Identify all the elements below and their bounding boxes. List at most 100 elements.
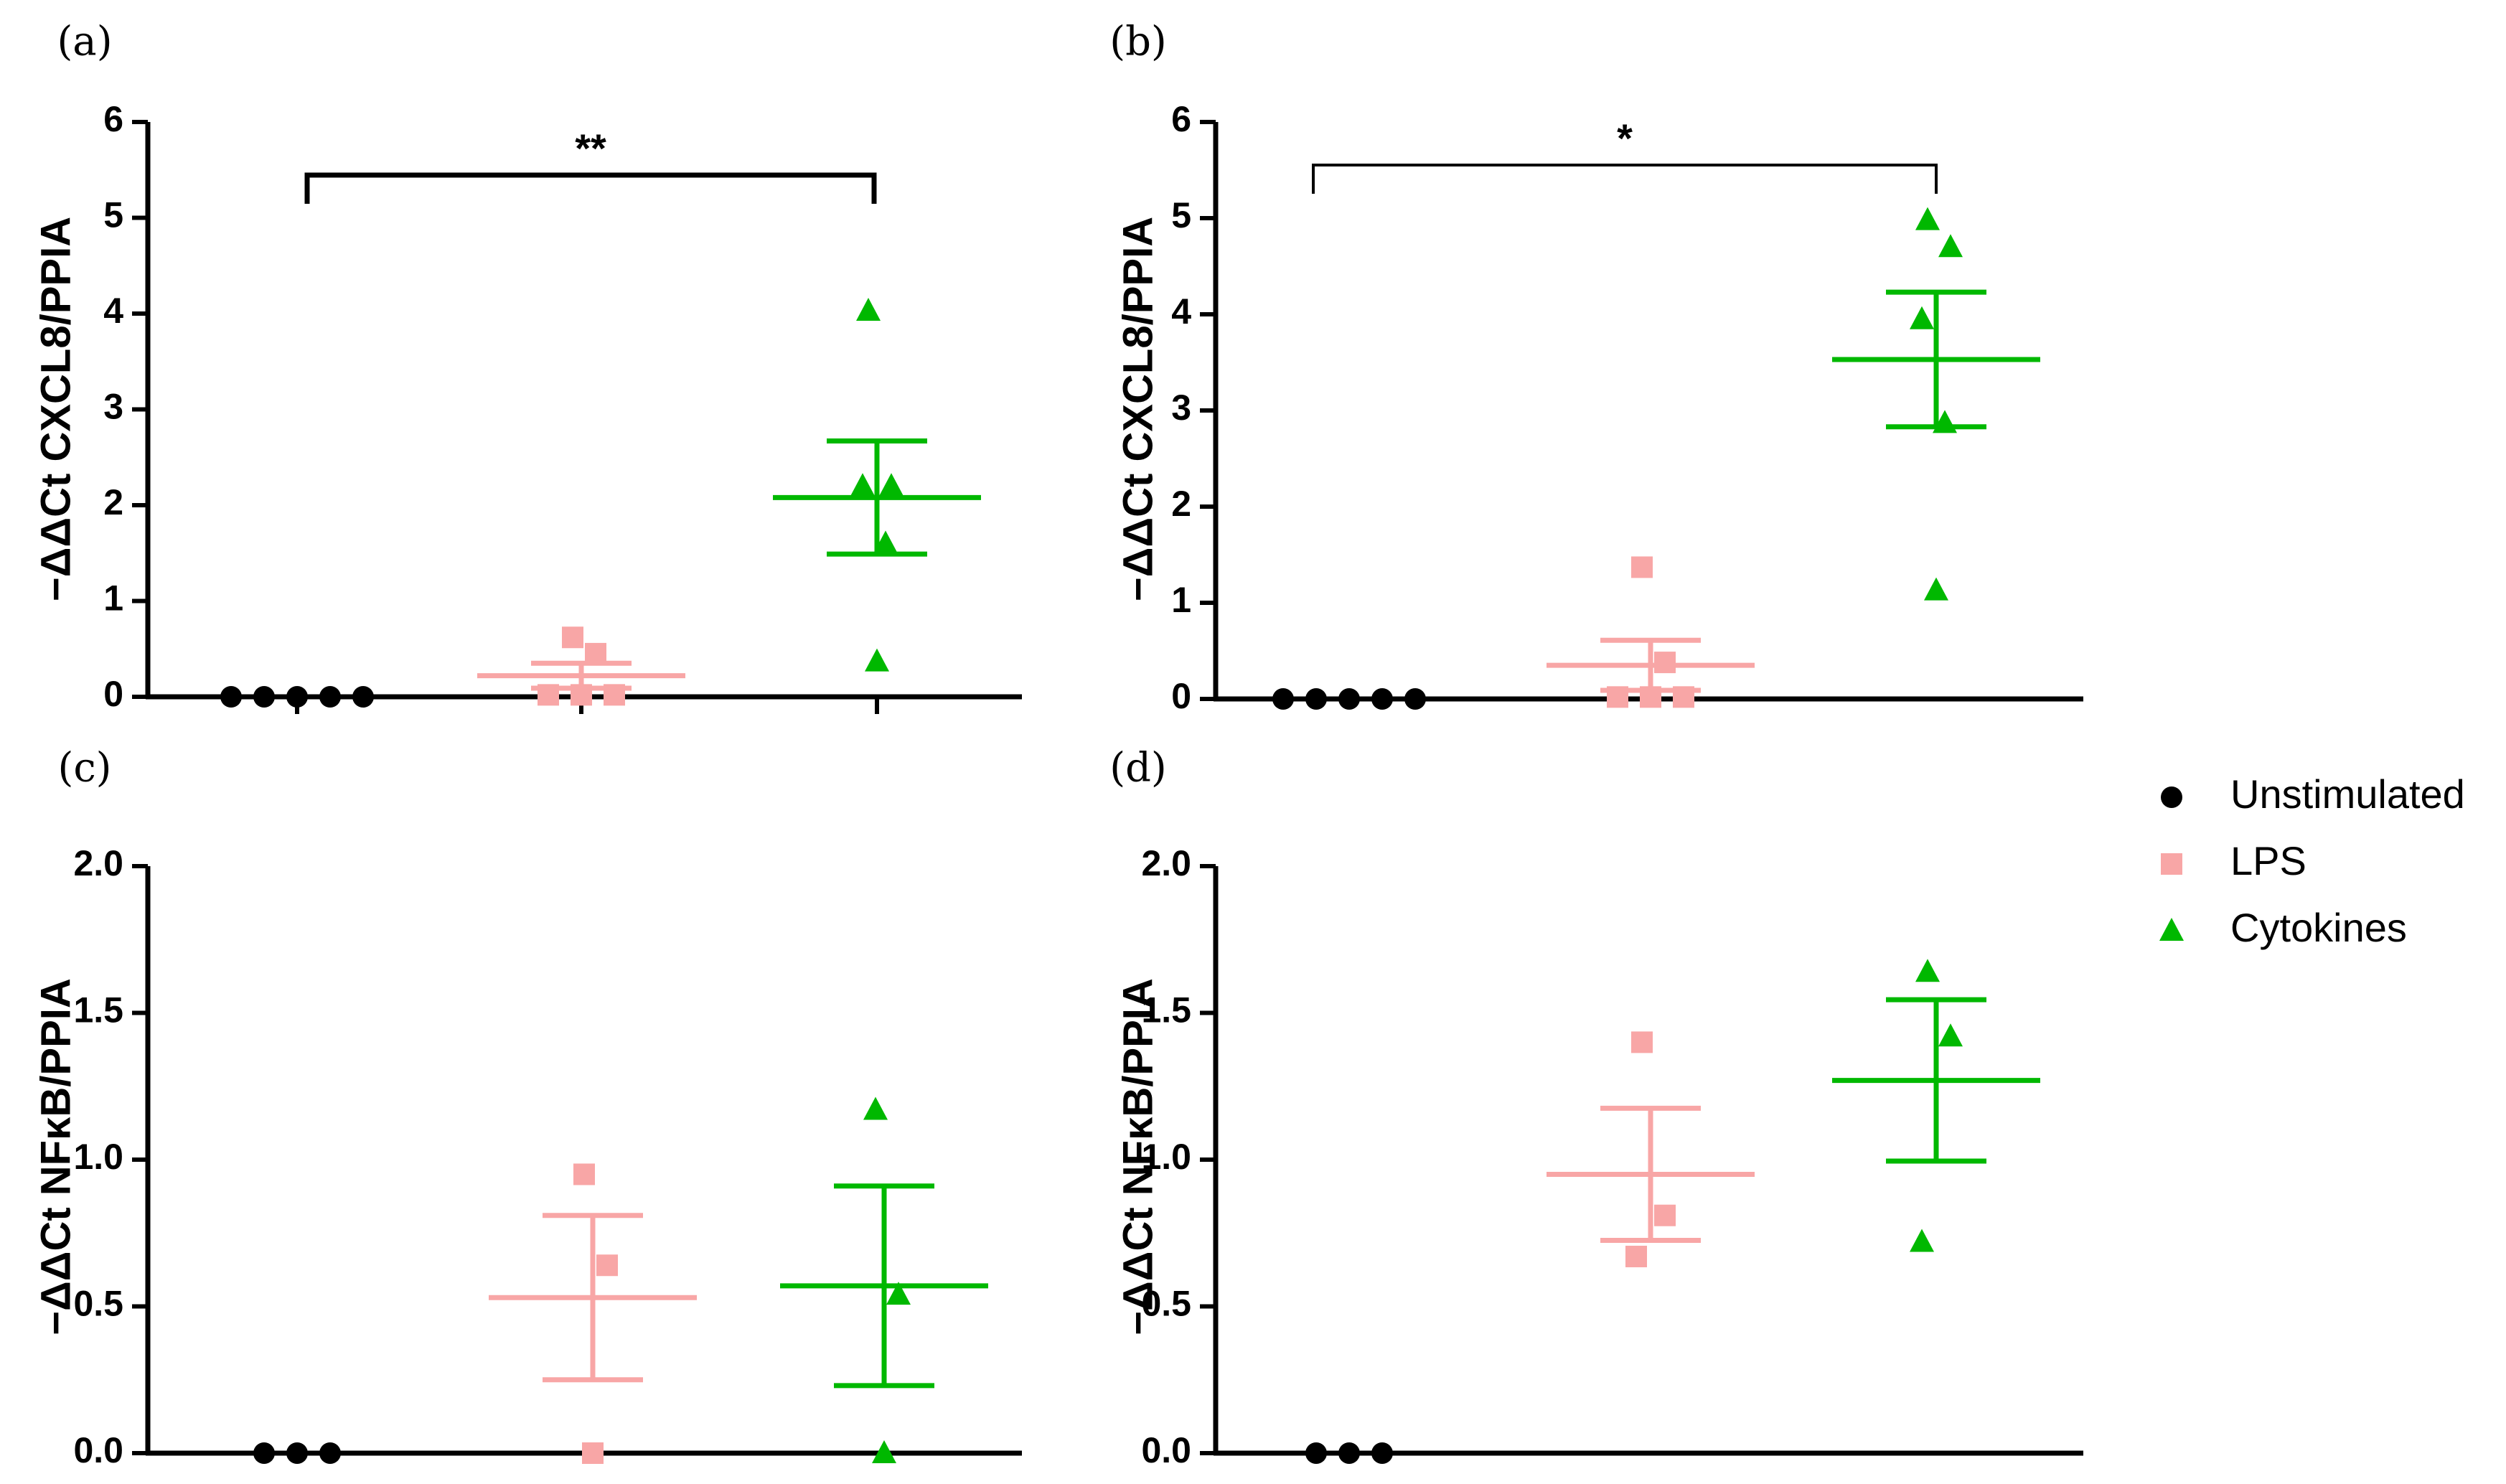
panel-c-lps-point bbox=[596, 1254, 618, 1277]
panel-b-unstimulated-point bbox=[1404, 688, 1426, 710]
panel-b-unstimulated-point bbox=[1305, 688, 1327, 710]
panel-d-y-tick-label: 1.5 bbox=[1141, 990, 1191, 1030]
panel-a: (a) −ΔΔCt CXCL8/PPIA 0 1 2 3 4 5 6 ** bbox=[32, 19, 1022, 714]
panel-c: (c) −ΔΔCt NFκB/PPIA 0.0 0.5 1.0 1.5 2.0 bbox=[32, 745, 1022, 1470]
panel-b-unstimulated-point bbox=[1272, 688, 1294, 710]
panel-c-y-tick-label: 1.5 bbox=[73, 990, 123, 1030]
panel-a-lps-point bbox=[538, 684, 559, 706]
panel-a-cytokines-point bbox=[873, 530, 898, 554]
panel-b-y-tick-label: 1 bbox=[1171, 580, 1191, 620]
panel-b-lps-point bbox=[1607, 686, 1628, 708]
panel-c-cytokines-point bbox=[863, 1096, 888, 1120]
panel-c-y-tick-label: 2.0 bbox=[73, 843, 123, 883]
panel-b-lps-series bbox=[1547, 556, 1755, 708]
panel-d-unstimulated-point bbox=[1305, 1442, 1327, 1464]
panel-d-y-tick-label: 2.0 bbox=[1141, 843, 1191, 883]
panel-d-y-tick-label: 1.0 bbox=[1141, 1137, 1191, 1177]
panel-d-label: (d) bbox=[1109, 745, 1167, 792]
panel-d-cytokines-point bbox=[1910, 1229, 1934, 1252]
panel-d-y-tick-label: 0.5 bbox=[1141, 1284, 1191, 1324]
panel-b-lps-point bbox=[1654, 652, 1676, 674]
panel-b-significance-label: * bbox=[1617, 116, 1633, 161]
panel-a-y-tick-label: 3 bbox=[103, 387, 123, 427]
panel-a-unstimulated-point bbox=[286, 686, 308, 708]
panel-c-unstimulated-point bbox=[253, 1442, 275, 1464]
panel-d-y-tick-label: 0.0 bbox=[1141, 1430, 1191, 1470]
panel-d-cytokines-point bbox=[1938, 1023, 1963, 1047]
panel-d-lps-point bbox=[1631, 1031, 1653, 1053]
legend-lps-marker bbox=[2161, 853, 2182, 875]
panel-a-cytokines-series bbox=[773, 297, 981, 672]
panel-b-label: (b) bbox=[1109, 19, 1167, 65]
panel-a-unstimulated-point bbox=[220, 686, 242, 708]
legend-item-cytokines: Cytokines bbox=[2159, 905, 2407, 950]
panel-c-unstimulated-point bbox=[319, 1442, 341, 1464]
panel-a-y-tick-label: 2 bbox=[103, 482, 123, 522]
panel-a-significance-label: ** bbox=[575, 126, 606, 171]
legend-unstimulated-label: Unstimulated bbox=[2230, 771, 2465, 817]
panel-a-label: (a) bbox=[57, 19, 112, 65]
panel-a-significance-bracket bbox=[304, 172, 877, 204]
panel-c-y-tick-label: 1.0 bbox=[73, 1137, 123, 1177]
panel-a-y-axis-label: −ΔΔCt CXCL8/PPIA bbox=[32, 217, 79, 601]
panel-b: (b) −ΔΔCt CXCL8/PPIA 0 1 2 3 4 5 6 * bbox=[1109, 19, 2083, 716]
panel-a-y-tick-label: 4 bbox=[103, 291, 123, 331]
panel-b-significance-bracket bbox=[1312, 164, 1938, 194]
panel-a-lps-series bbox=[477, 626, 685, 706]
panel-d: (d) −ΔΔCt NFκB/PPIA 0.0 0.5 1.0 1.5 2.0 bbox=[1109, 745, 2083, 1470]
legend-unstimulated-marker bbox=[2161, 786, 2182, 808]
panel-b-unstimulated-point bbox=[1338, 688, 1360, 710]
panel-c-cytokines-point bbox=[872, 1440, 896, 1463]
legend-item-lps: LPS bbox=[2161, 838, 2306, 883]
panel-d-lps-point bbox=[1654, 1204, 1676, 1226]
panel-c-lps-series bbox=[489, 1163, 697, 1464]
panel-a-lps-point bbox=[562, 626, 583, 649]
legend-cytokines-marker bbox=[2159, 918, 2184, 941]
panel-b-unstimulated-series bbox=[1272, 688, 1426, 710]
panel-b-y-tick-label: 5 bbox=[1171, 195, 1191, 235]
panel-b-cytokines-point bbox=[1910, 306, 1934, 329]
panel-b-y-tick-label: 6 bbox=[1171, 99, 1191, 139]
panel-b-y-tick-label: 4 bbox=[1171, 291, 1191, 332]
panel-b-y-tick-label: 3 bbox=[1171, 388, 1191, 428]
panel-b-cytokines-point bbox=[1915, 207, 1940, 230]
panel-c-y-tick-label: 0.0 bbox=[73, 1430, 123, 1470]
legend-item-unstimulated: Unstimulated bbox=[2161, 771, 2465, 817]
panel-c-lps-point bbox=[582, 1442, 604, 1464]
panel-c-cytokines-series bbox=[780, 1096, 988, 1463]
panel-d-y-axis-label: −ΔΔCt NFκB/PPIA bbox=[1114, 978, 1161, 1335]
panel-d-cytokines-series bbox=[1832, 959, 2040, 1252]
panel-a-unstimulated-point bbox=[253, 686, 275, 708]
panel-b-lps-point bbox=[1631, 556, 1653, 578]
panel-b-lps-point bbox=[1640, 686, 1661, 708]
panel-b-cytokines-point bbox=[1933, 410, 1957, 433]
panel-d-unstimulated-series bbox=[1305, 1442, 1393, 1464]
panel-a-unstimulated-series bbox=[220, 686, 374, 708]
panel-a-lps-point bbox=[604, 684, 625, 706]
panel-a-unstimulated-point bbox=[352, 686, 374, 708]
panel-d-unstimulated-point bbox=[1338, 1442, 1360, 1464]
panel-c-y-axis-label: −ΔΔCt NFκB/PPIA bbox=[32, 978, 79, 1335]
legend: Unstimulated LPS Cytokines bbox=[2159, 771, 2465, 950]
panel-a-unstimulated-point bbox=[319, 686, 341, 708]
panel-b-y-axis-label: −ΔΔCt CXCL8/PPIA bbox=[1114, 217, 1161, 601]
panel-b-y-tick-label: 2 bbox=[1171, 484, 1191, 524]
legend-lps-label: LPS bbox=[2230, 838, 2306, 883]
panel-a-lps-point bbox=[571, 684, 592, 706]
panel-d-unstimulated-point bbox=[1371, 1442, 1393, 1464]
panel-b-lps-point bbox=[1673, 686, 1694, 708]
panel-b-unstimulated-point bbox=[1371, 688, 1393, 710]
panel-c-unstimulated-point bbox=[286, 1442, 308, 1464]
legend-cytokines-label: Cytokines bbox=[2230, 905, 2407, 950]
panel-c-y-tick-label: 0.5 bbox=[73, 1284, 123, 1324]
panel-a-cytokines-point bbox=[850, 473, 875, 497]
panel-c-cytokines-point bbox=[886, 1282, 911, 1305]
panel-c-unstimulated-series bbox=[253, 1442, 341, 1464]
panel-b-cytokines-series bbox=[1832, 207, 2040, 601]
panel-d-lps-point bbox=[1625, 1245, 1647, 1267]
panel-a-y-tick-label: 1 bbox=[103, 578, 123, 619]
panel-a-y-tick-label: 5 bbox=[103, 195, 123, 235]
panel-d-cytokines-point bbox=[1915, 959, 1940, 982]
panel-b-cytokines-point bbox=[1938, 234, 1963, 258]
